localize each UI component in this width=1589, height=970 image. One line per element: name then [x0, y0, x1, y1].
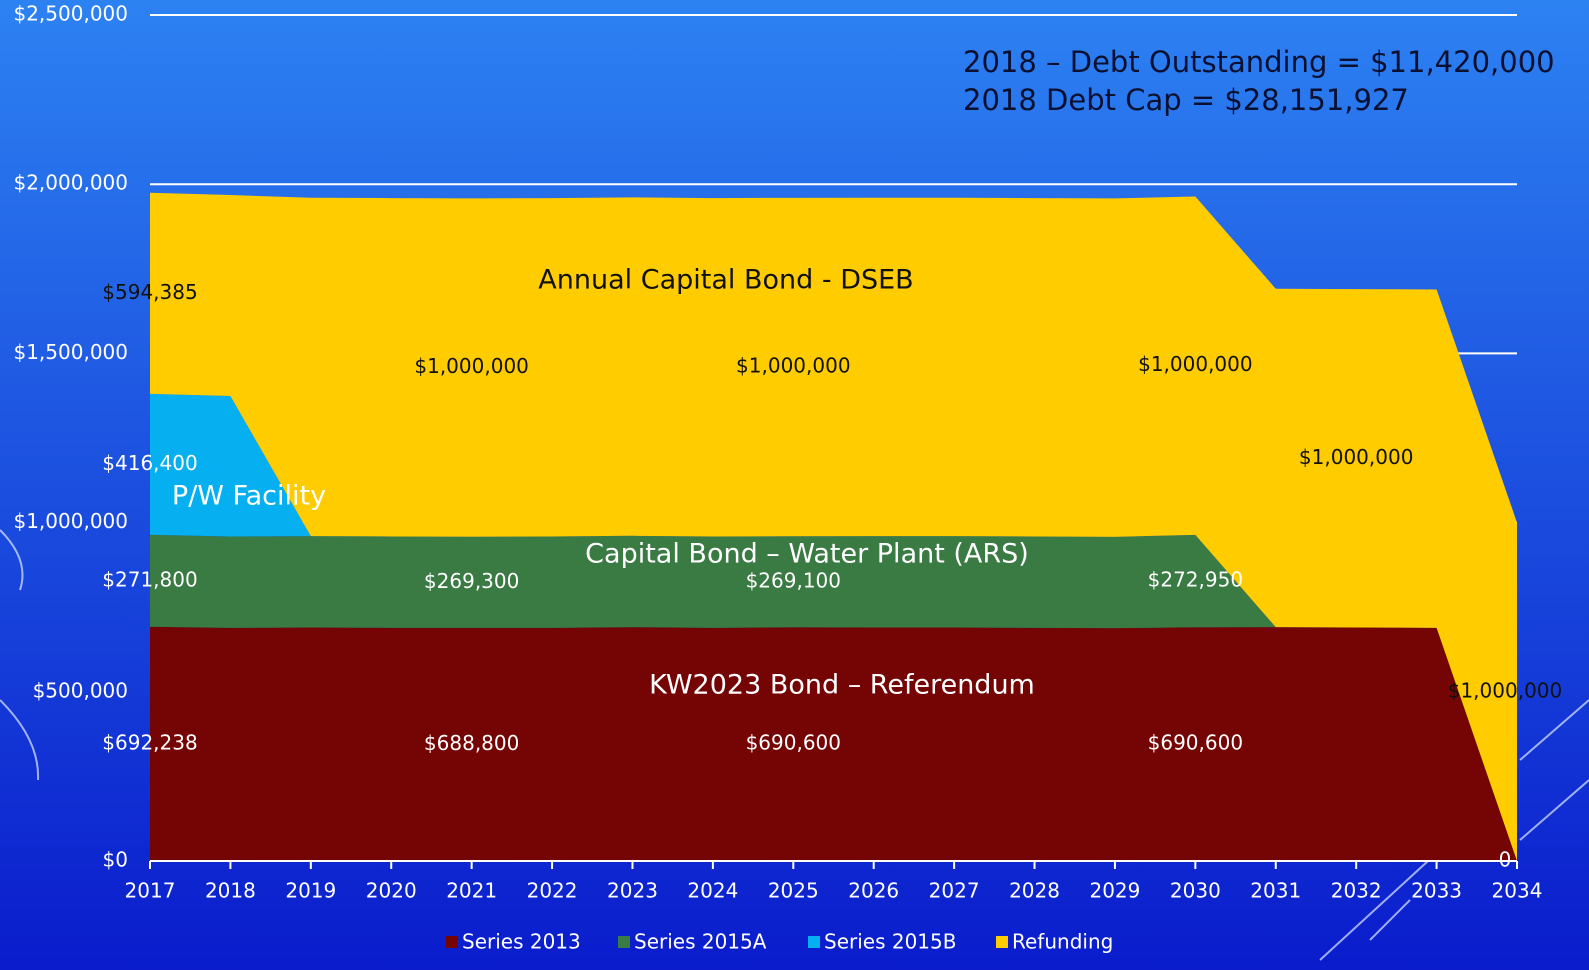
decoration [0, 529, 1589, 961]
y-tick-label: $2,000,000 [13, 171, 128, 195]
stripe [1519, 779, 1589, 841]
y-tick-label: $500,000 [33, 678, 128, 702]
stripe [1369, 899, 1411, 941]
x-tick-label: 2030 [1170, 879, 1221, 903]
data-label: 0 [1499, 848, 1512, 872]
annotation: 2018 Debt Cap = $28,151,927 [963, 83, 1409, 117]
data-label: $269,100 [746, 568, 841, 592]
legend-label: Series 2013 [462, 930, 581, 954]
data-label: $269,300 [424, 569, 519, 593]
stripe [1519, 699, 1589, 761]
data-label: $690,600 [1148, 731, 1243, 755]
labels: $0 $500,000 $1,000,000 $1,500,000 $2,000,000… [13, 2, 1562, 954]
annotation: P/W Facility [172, 481, 326, 512]
y-tick-label: $0 [103, 848, 128, 872]
x-tick-label: 2026 [848, 879, 899, 903]
legend-label: Refunding [1012, 930, 1113, 954]
x-tick-label: 2027 [929, 879, 980, 903]
data-label: $1,000,000 [414, 354, 529, 378]
area [150, 626, 1517, 861]
x-tick-label: 2032 [1331, 879, 1382, 903]
areas [150, 192, 1517, 861]
x-tick-label: 2017 [125, 879, 176, 903]
data-label: $416,400 [102, 451, 197, 475]
legend-label: Series 2015B [824, 930, 956, 954]
data-label: $1,000,000 [736, 354, 851, 378]
x-tick-label: 2034 [1492, 879, 1543, 903]
data-label: $271,800 [102, 567, 197, 591]
area [150, 534, 1517, 861]
data-label: $688,800 [424, 731, 519, 755]
data-label: $1,000,000 [1448, 678, 1563, 702]
area [150, 192, 1517, 861]
legend-swatch [996, 936, 1008, 948]
x-tick-label: 2019 [285, 879, 336, 903]
annotation: 2018 – Debt Outstanding = $11,420,000 [963, 45, 1555, 79]
x-tick-label: 2024 [687, 879, 738, 903]
x-tick-label: 2020 [366, 879, 417, 903]
x-tick-label: 2025 [768, 879, 819, 903]
annotation: Annual Capital Bond - DSEB [538, 265, 913, 296]
stripe [1319, 849, 1441, 961]
legend-label: Series 2015A [634, 930, 767, 954]
y-tick-label: $1,500,000 [13, 340, 128, 364]
data-label: $594,385 [102, 280, 197, 304]
annotation: Capital Bond – Water Plant (ARS) [585, 539, 1029, 570]
y-tick-label: $1,000,000 [13, 509, 128, 533]
legend-swatch [446, 936, 458, 948]
x-tick-label: 2018 [205, 879, 256, 903]
swirl [0, 529, 24, 591]
x-tick-label: 2022 [527, 879, 578, 903]
x-tick-label: 2029 [1089, 879, 1140, 903]
data-label: $1,000,000 [1138, 352, 1253, 376]
x-tick-label: 2028 [1009, 879, 1060, 903]
legend-swatch [808, 936, 820, 948]
x-tick-label: 2023 [607, 879, 658, 903]
y-tick-label: $2,500,000 [13, 2, 128, 26]
x-tick-label: 2031 [1250, 879, 1301, 903]
annotation: KW2023 Bond – Referendum [649, 670, 1035, 701]
x-tick-label: 2021 [446, 879, 497, 903]
legend-swatch [618, 936, 630, 948]
x-tick-label: 2033 [1411, 879, 1462, 903]
data-label: $690,600 [746, 731, 841, 755]
data-label: $1,000,000 [1299, 445, 1414, 469]
swirl [0, 699, 40, 781]
data-label: $692,238 [102, 730, 197, 754]
data-label: $272,950 [1148, 568, 1243, 592]
